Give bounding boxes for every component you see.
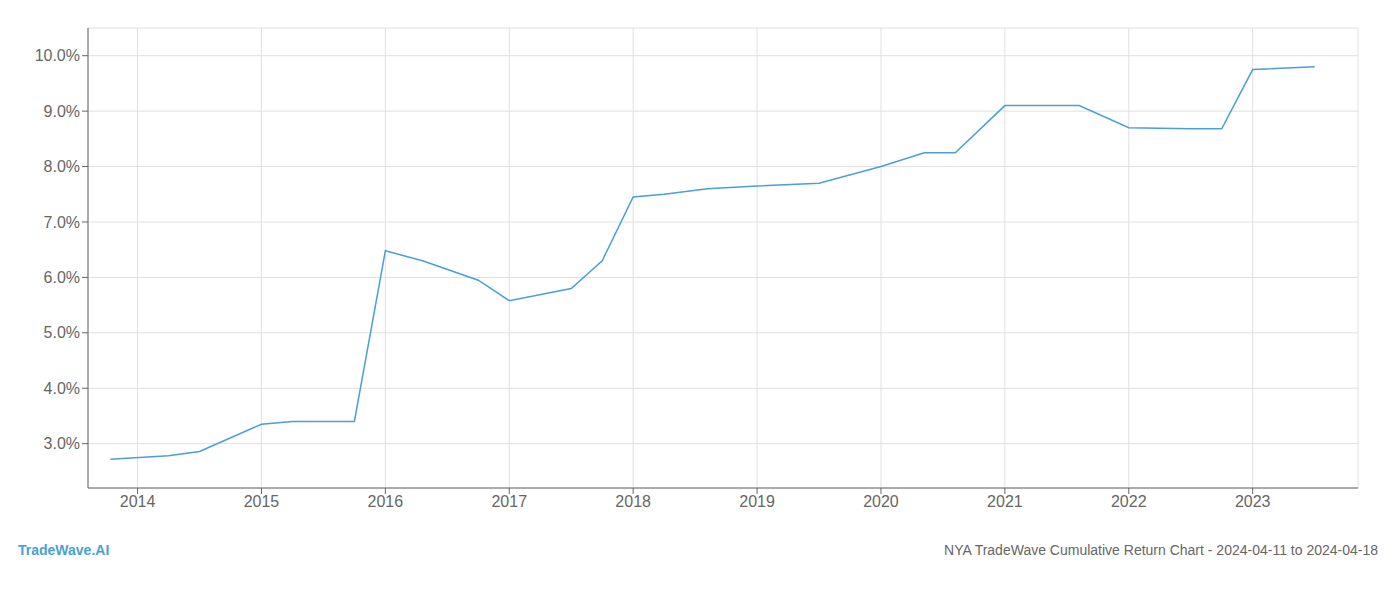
svg-text:2017: 2017 [491,493,527,510]
svg-text:9.0%: 9.0% [44,103,80,120]
svg-text:4.0%: 4.0% [44,380,80,397]
svg-text:7.0%: 7.0% [44,214,80,231]
svg-text:3.0%: 3.0% [44,435,80,452]
svg-text:2020: 2020 [863,493,899,510]
svg-text:2014: 2014 [120,493,156,510]
svg-text:6.0%: 6.0% [44,269,80,286]
html-text:TradeWave.AI: TradeWave.AI [18,542,110,558]
svg-text:2018: 2018 [615,493,651,510]
svg-text:8.0%: 8.0% [44,158,80,175]
svg-text:2022: 2022 [1111,493,1147,510]
svg-text:2023: 2023 [1235,493,1271,510]
svg-text:10.0%: 10.0% [35,47,80,64]
html-text:NYA TradeWave Cumulative Retur: NYA TradeWave Cumulative Return Chart - … [944,542,1378,558]
svg-text:2019: 2019 [739,493,775,510]
svg-text:2015: 2015 [244,493,280,510]
svg-text:2016: 2016 [368,493,404,510]
svg-text:5.0%: 5.0% [44,324,80,341]
svg-text:2021: 2021 [987,493,1023,510]
